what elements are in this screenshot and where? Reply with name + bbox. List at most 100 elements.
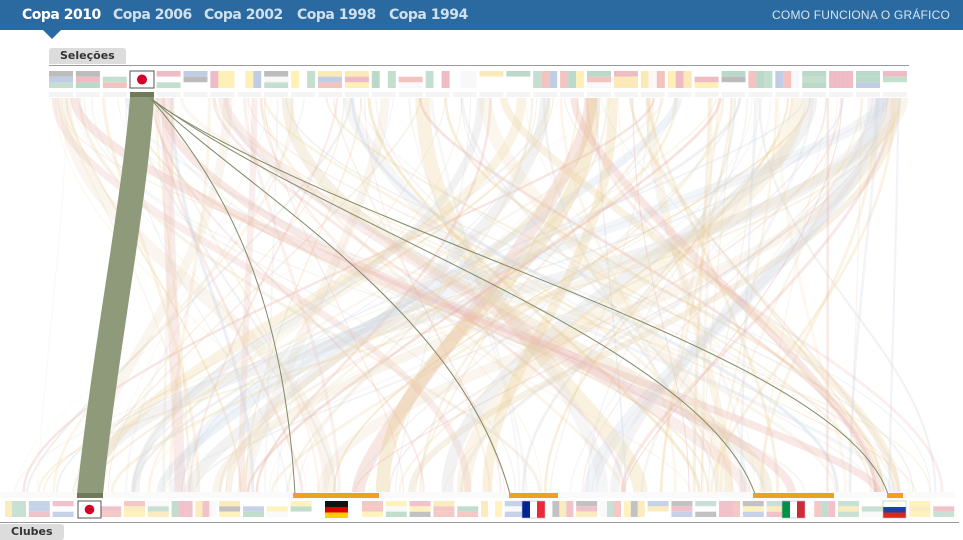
club-flag[interactable]	[481, 501, 502, 517]
background-flow	[849, 97, 862, 493]
club-flag[interactable]	[457, 501, 479, 517]
italy-flag[interactable]	[781, 500, 806, 519]
background-flow	[259, 97, 624, 493]
team-flag[interactable]	[183, 71, 208, 88]
club-flag[interactable]	[124, 501, 145, 517]
club-flag[interactable]	[219, 501, 241, 517]
tab-copa-2006[interactable]: Copa 2006	[113, 7, 192, 23]
club-flag[interactable]	[719, 501, 740, 517]
team-flag[interactable]	[856, 71, 880, 88]
background-flow	[22, 97, 655, 493]
japan-flag[interactable]	[77, 500, 102, 519]
france-flag[interactable]	[521, 500, 546, 519]
club-flag[interactable]	[100, 501, 122, 517]
club-flag[interactable]	[5, 501, 26, 517]
tab-copa-2010[interactable]: Copa 2010	[22, 7, 101, 23]
club-flag[interactable]	[52, 501, 74, 517]
team-flag[interactable]	[398, 71, 423, 88]
team-flag[interactable]	[802, 71, 827, 88]
club-flag[interactable]	[362, 501, 383, 517]
club-flag[interactable]	[576, 501, 598, 517]
team-flag[interactable]	[721, 71, 746, 88]
team-flag[interactable]	[318, 71, 342, 88]
club-flag[interactable]	[171, 501, 193, 517]
background-flow	[629, 97, 885, 493]
team-flag[interactable]	[237, 71, 262, 88]
club-flag[interactable]	[290, 501, 312, 517]
top-navigation-bar: Copa 2010 Copa 2006 Copa 2002 Copa 1998 …	[0, 0, 963, 30]
club-flag[interactable]	[266, 501, 288, 517]
team-flag[interactable]	[102, 71, 127, 88]
flow-japan-to-italy	[152, 99, 756, 495]
flow-japan-to-japan[interactable]	[77, 97, 154, 494]
background-flow	[408, 97, 521, 493]
club-flag[interactable]	[28, 501, 50, 517]
background-flow	[247, 97, 899, 493]
team-flag[interactable]	[75, 71, 100, 88]
club-flag[interactable]	[147, 501, 169, 517]
background-flow	[459, 97, 871, 493]
background-flow	[444, 97, 884, 493]
germany-flag[interactable]	[325, 501, 348, 518]
background-flow	[70, 97, 796, 493]
team-flag[interactable]	[291, 71, 316, 88]
club-flag[interactable]	[600, 501, 621, 517]
background-flow	[367, 97, 701, 493]
club-flag[interactable]	[504, 501, 526, 517]
team-flag[interactable]	[210, 71, 235, 88]
background-flow	[212, 97, 626, 493]
team-flag[interactable]	[344, 71, 369, 88]
team-flag[interactable]	[533, 71, 558, 88]
club-flag[interactable]	[623, 501, 645, 517]
club-flag[interactable]	[385, 501, 407, 517]
team-flag[interactable]	[587, 71, 611, 88]
background-flow	[354, 97, 888, 493]
background-flow	[218, 97, 751, 494]
team-flag[interactable]	[264, 71, 289, 88]
how-it-works-link[interactable]: COMO FUNCIONA O GRÁFICO	[772, 8, 950, 22]
tab-copa-1994[interactable]: Copa 1994	[389, 7, 468, 23]
team-flag[interactable]	[694, 71, 719, 88]
club-flag[interactable]	[861, 501, 883, 517]
team-flag[interactable]	[452, 71, 477, 88]
team-flag[interactable]	[371, 71, 396, 88]
top-divider	[49, 65, 909, 66]
team-flag-row	[49, 71, 907, 97]
background-flow	[263, 97, 721, 493]
club-flag[interactable]	[195, 501, 217, 517]
background-flow	[351, 97, 741, 493]
russia-flag[interactable]	[882, 500, 907, 519]
tab-copa-2002[interactable]: Copa 2002	[204, 7, 283, 23]
background-flow	[102, 97, 272, 493]
club-flag[interactable]	[742, 501, 764, 517]
team-flag[interactable]	[829, 71, 854, 88]
club-flag[interactable]	[671, 501, 693, 517]
team-flag[interactable]	[425, 71, 450, 88]
club-flag[interactable]	[766, 501, 788, 517]
club-flag[interactable]	[814, 501, 836, 517]
club-flag[interactable]	[433, 501, 455, 517]
team-flag[interactable]	[560, 71, 585, 88]
team-flag[interactable]	[882, 71, 907, 88]
club-flag[interactable]	[552, 501, 574, 517]
team-flag[interactable]	[156, 71, 181, 88]
japan-flag[interactable]	[129, 70, 155, 89]
team-flag[interactable]	[506, 71, 531, 88]
club-flag[interactable]	[647, 501, 669, 517]
background-flow	[826, 97, 830, 493]
team-flag[interactable]	[667, 71, 692, 88]
club-flag[interactable]	[838, 501, 859, 517]
tab-copa-1998[interactable]: Copa 1998	[297, 7, 376, 23]
team-flag[interactable]	[640, 71, 665, 88]
background-flow	[564, 97, 895, 493]
club-flag[interactable]	[409, 501, 431, 517]
club-flag[interactable]	[909, 501, 931, 517]
team-flag[interactable]	[49, 71, 73, 88]
club-flag[interactable]	[243, 501, 264, 517]
club-flag[interactable]	[933, 501, 955, 517]
team-flag[interactable]	[775, 71, 800, 88]
club-flag[interactable]	[695, 501, 717, 517]
team-flag[interactable]	[479, 71, 504, 88]
team-flag[interactable]	[613, 71, 638, 88]
team-flag[interactable]	[748, 71, 773, 88]
